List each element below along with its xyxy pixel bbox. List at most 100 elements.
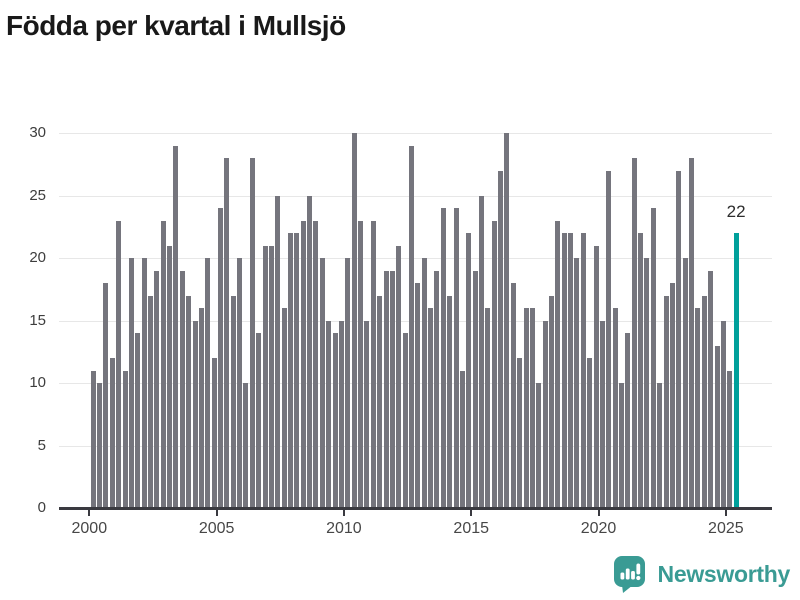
bar-2018-q4 [568,233,574,508]
bar-2016-q1 [498,170,504,508]
bar-2024-q2 [708,270,714,508]
y-axis-labels: 0 5 10 15 20 25 30 [0,125,46,515]
chart-plot-area [59,133,772,508]
bar-2019-q4 [593,245,599,508]
bar-2011-q4 [389,270,395,508]
bar-2005-q1 [218,208,223,508]
bar-2008-q1 [294,233,300,508]
y-tick-label-15: 15 [29,311,46,329]
bar-2012-q1 [396,245,402,508]
page-title: Födda per kvartal i Mullsjö [6,10,346,41]
x-tick-2015 [470,510,473,516]
y-tick-label-25: 25 [29,186,46,204]
x-tick-label-2025: 2025 [708,520,744,537]
bar-2020-q3 [612,308,618,508]
bar-2012-q2 [402,333,408,508]
bar-2021-q2 [631,158,637,508]
bar-2010-q2 [351,133,357,508]
bar-2023-q4 [695,308,701,508]
x-tick-label-2020: 2020 [580,520,617,537]
gridline-y-25 [59,195,772,197]
bar-2003-q1 [167,245,173,508]
bar-2025-q1 [727,370,733,508]
y-tick-label-30: 30 [29,124,46,141]
x-axis-line [59,507,772,510]
bar-2009-q3 [332,333,338,508]
bar-2020-q1 [599,320,605,508]
bar-2021-q4 [644,258,650,508]
bar-2000-q1 [90,370,96,508]
bar-2003-q3 [179,270,185,508]
bar-2019-q1 [574,258,580,508]
bar-2005-q3 [230,295,236,508]
bar-2020-q4 [619,383,625,508]
bar-2006-q3 [256,333,262,508]
bar-2000-q2 [97,383,103,508]
bar-2010-q3 [358,220,364,508]
bar-2019-q2 [580,233,586,508]
bar-2000-q3 [103,283,109,508]
x-tick-2010 [342,510,345,516]
bar-2011-q2 [377,295,383,508]
brand-name: Newsworthy [657,560,791,587]
bar-2013-q3 [434,270,440,508]
bar-2022-q4 [669,283,675,508]
bar-2007-q1 [268,245,274,508]
bar-2024-q4 [720,320,726,508]
bar-2008-q3 [307,195,313,508]
bar-2007-q3 [281,308,287,508]
bar-2001-q3 [128,258,134,508]
bar-2017-q4 [542,320,548,508]
bar-2021-q1 [625,333,631,508]
x-tick-label-2005: 2005 [198,520,235,537]
bar-2007-q4 [288,233,294,508]
bar-2011-q3 [383,270,389,508]
bar-2017-q2 [529,308,535,508]
bar-2005-q4 [237,258,243,508]
bar-2016-q4 [517,358,523,508]
gridline-y-30 [59,133,772,134]
y-tick-label-20: 20 [29,249,46,266]
bar-2003-q4 [186,295,192,508]
bar-2012-q4 [415,283,421,508]
bar-2022-q3 [663,295,669,508]
brand-footer: Newsworthy [613,555,790,593]
highlight-bar-2025-q2 [733,233,739,508]
bar-2001-q4 [135,333,141,508]
bar-2004-q1 [192,320,198,508]
bar-2023-q2 [682,258,688,508]
newsworthy-logo-icon [613,556,645,593]
bar-2013-q4 [440,208,446,508]
bar-2008-q2 [300,220,306,508]
bar-2003-q2 [173,145,179,508]
bar-2006-q4 [262,245,268,508]
bar-2002-q3 [154,270,160,508]
bar-2002-q1 [141,258,147,508]
bar-2002-q2 [147,295,153,508]
y-tick-label-5: 5 [37,436,46,454]
bar-2016-q2 [504,133,510,508]
x-tick-2025 [724,510,727,516]
x-tick-label-2000: 2000 [71,520,108,537]
bar-2019-q3 [587,358,593,508]
bar-2020-q2 [606,170,612,508]
bar-2023-q3 [689,158,695,508]
bar-2006-q1 [243,383,249,508]
bar-2014-q2 [453,208,459,508]
x-tick-2000 [88,510,91,516]
bar-2012-q3 [408,145,414,508]
bar-2013-q2 [428,308,434,508]
bar-2014-q3 [459,370,465,508]
bar-2018-q1 [549,295,555,508]
y-tick-label-0: 0 [37,499,46,516]
x-tick-2005 [215,510,218,516]
bar-2009-q2 [326,320,332,508]
bar-2010-q1 [345,258,351,508]
bar-2017-q3 [536,383,542,508]
x-tick-2020 [597,510,600,516]
bar-2010-q4 [364,320,370,508]
bar-2001-q2 [122,370,128,508]
x-tick-label-2015: 2015 [453,520,490,537]
bar-2009-q4 [338,320,344,508]
bar-2015-q1 [472,270,478,508]
